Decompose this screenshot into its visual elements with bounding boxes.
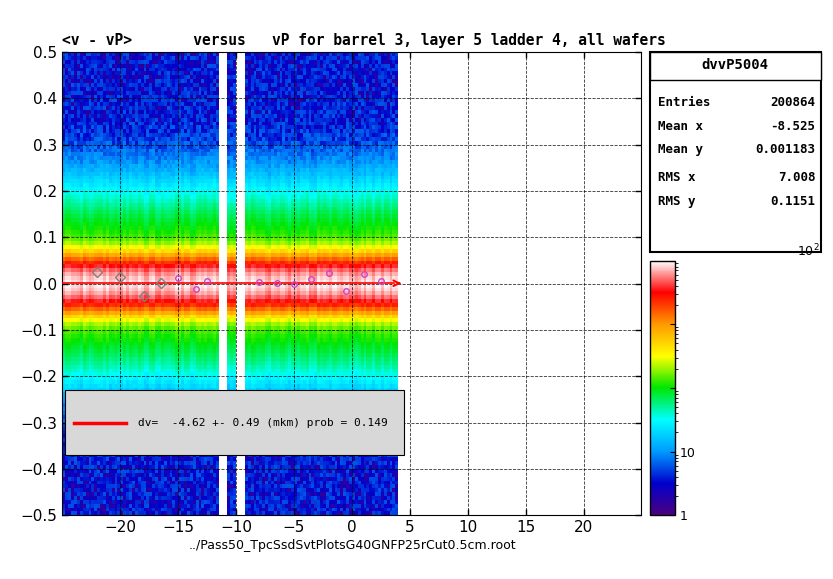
Text: 0.1151: 0.1151 [771,196,816,208]
Text: Mean y: Mean y [658,144,703,156]
Bar [650,52,821,80]
Text: dv=  -4.62 +- 0.49 (mkm) prob = 0.149: dv= -4.62 +- 0.49 (mkm) prob = 0.149 [137,417,387,428]
X-axis label: ../Pass50_TpcSsdSvtPlotsG40GNFP25rCut0.5cm.root: ../Pass50_TpcSsdSvtPlotsG40GNFP25rCut0.5… [188,539,516,552]
Text: $\mathregular{10^2}$: $\mathregular{10^2}$ [797,242,820,259]
Text: Mean x: Mean x [658,119,703,133]
Text: -8.525: -8.525 [771,119,816,133]
Bar [65,390,404,455]
Text: 200864: 200864 [771,96,816,108]
Text: RMS y: RMS y [658,196,696,208]
Text: <v - vP>       versus   vP for barrel 3, layer 5 ladder 4, all wafers: <v - vP> versus vP for barrel 3, layer 5… [62,33,666,48]
Text: 0.001183: 0.001183 [756,144,816,156]
Text: dvvP5004: dvvP5004 [701,58,769,72]
Text: 7.008: 7.008 [778,171,816,185]
Text: RMS x: RMS x [658,171,696,185]
Text: Entries: Entries [658,96,711,108]
